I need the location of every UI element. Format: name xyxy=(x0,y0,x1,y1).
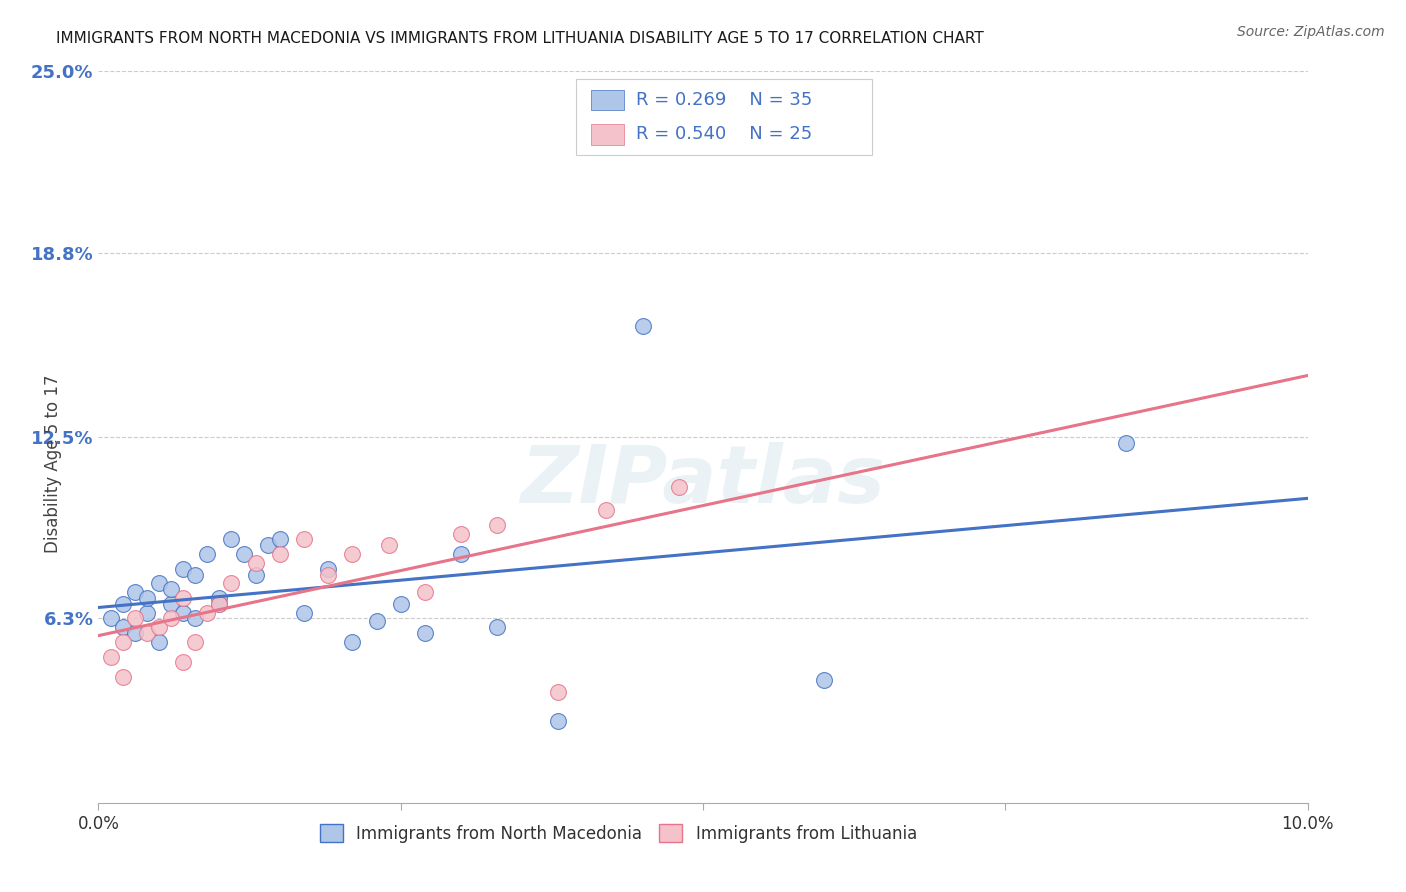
Point xyxy=(208,597,231,611)
Point xyxy=(184,567,207,582)
Point xyxy=(316,567,339,582)
Point xyxy=(172,562,194,576)
Point xyxy=(269,547,291,561)
Point xyxy=(208,597,231,611)
Point xyxy=(450,547,472,561)
Point xyxy=(124,626,146,640)
Text: IMMIGRANTS FROM NORTH MACEDONIA VS IMMIGRANTS FROM LITHUANIA DISABILITY AGE 5 TO: IMMIGRANTS FROM NORTH MACEDONIA VS IMMIG… xyxy=(56,31,984,46)
Text: ZIPatlas: ZIPatlas xyxy=(520,442,886,520)
Point xyxy=(631,318,654,333)
Point xyxy=(111,597,134,611)
Point xyxy=(160,611,183,625)
Point xyxy=(184,635,207,649)
Point xyxy=(111,620,134,634)
Point xyxy=(245,567,267,582)
Point xyxy=(135,606,157,620)
Point xyxy=(342,547,364,561)
Point xyxy=(172,656,194,670)
Point xyxy=(135,591,157,605)
Point xyxy=(813,673,835,687)
Point xyxy=(377,538,399,552)
Point xyxy=(413,626,436,640)
Point xyxy=(135,626,157,640)
Point xyxy=(195,606,218,620)
Point xyxy=(256,538,278,552)
Point xyxy=(547,684,569,698)
Point xyxy=(316,562,339,576)
Text: Disability Age 5 to 17: Disability Age 5 to 17 xyxy=(45,375,62,553)
Point xyxy=(124,585,146,599)
Point xyxy=(160,582,183,597)
Point xyxy=(292,606,315,620)
Point xyxy=(221,576,243,591)
Point xyxy=(148,576,170,591)
Point xyxy=(195,547,218,561)
FancyBboxPatch shape xyxy=(576,78,872,155)
Point xyxy=(172,591,194,605)
FancyBboxPatch shape xyxy=(591,124,624,145)
Point xyxy=(221,533,243,547)
Point xyxy=(486,517,509,532)
Text: R = 0.540    N = 25: R = 0.540 N = 25 xyxy=(637,125,813,144)
Point xyxy=(366,615,388,629)
Point xyxy=(124,611,146,625)
Point xyxy=(389,597,412,611)
Text: R = 0.269    N = 35: R = 0.269 N = 35 xyxy=(637,91,813,109)
Point xyxy=(269,533,291,547)
Text: Source: ZipAtlas.com: Source: ZipAtlas.com xyxy=(1237,25,1385,39)
Point xyxy=(668,480,690,494)
Point xyxy=(100,649,122,664)
Point xyxy=(342,635,364,649)
Point xyxy=(148,620,170,634)
Point xyxy=(111,635,134,649)
Point xyxy=(172,606,194,620)
Point xyxy=(232,547,254,561)
Point xyxy=(111,670,134,684)
Point xyxy=(292,533,315,547)
Point xyxy=(148,635,170,649)
Point xyxy=(245,556,267,570)
Point xyxy=(160,597,183,611)
Point xyxy=(184,611,207,625)
Point xyxy=(413,585,436,599)
Point xyxy=(1115,436,1137,450)
Point xyxy=(208,591,231,605)
Legend: Immigrants from North Macedonia, Immigrants from Lithuania: Immigrants from North Macedonia, Immigra… xyxy=(314,818,924,849)
FancyBboxPatch shape xyxy=(591,90,624,110)
Point xyxy=(486,620,509,634)
Point xyxy=(595,503,617,517)
Point xyxy=(100,611,122,625)
Point xyxy=(547,714,569,728)
Point xyxy=(450,526,472,541)
